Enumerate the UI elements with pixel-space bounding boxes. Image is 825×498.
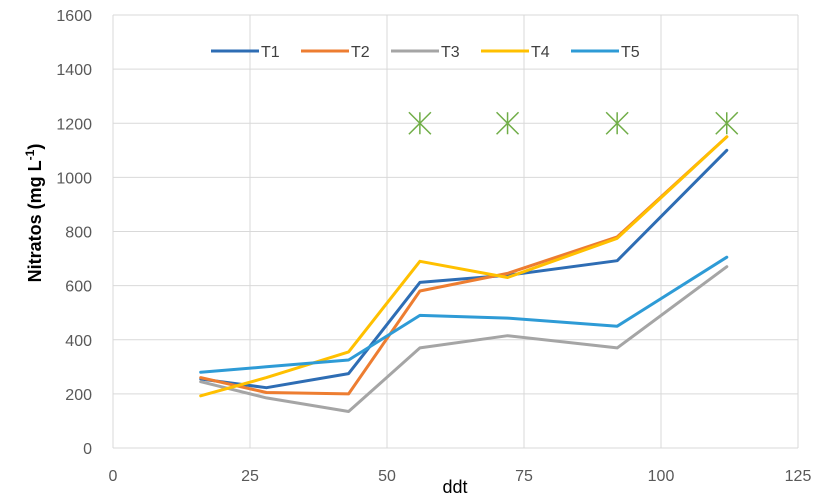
y-tick-label: 800 [65,225,92,242]
legend-entry: T3 [391,44,460,61]
y-tick-label: 1400 [56,62,92,79]
gridlines [112,14,799,449]
x-tick-label: 100 [648,468,675,485]
significance-marker [408,111,432,135]
series-lines [199,135,729,413]
y-axis-title: Nitratos (mg L-1) [23,144,45,283]
y-tick-label: 600 [65,279,92,296]
legend-label: T3 [441,44,460,61]
axis-labels: ddt Nitratos (mg L-1) [23,144,468,497]
y-axis-title-superscript: -1 [23,149,37,160]
y-tick-label: 1200 [56,116,92,133]
x-tick-label: 0 [109,468,118,485]
axes: 0 200 400 600 800 1000 1200 1400 1600 0 25 50 75 100 1… [56,8,811,485]
y-tick-label: 1000 [56,170,92,187]
y-tick-label: 1600 [56,8,92,25]
x-tick-label: 75 [515,468,533,485]
legend: T1 T2 T3 T4 T5 [211,44,640,61]
series-line-t3 [199,265,729,413]
y-axis-title-main: Nitratos (mg L [25,160,45,282]
x-axis-title: ddt [442,477,467,497]
legend-label: T1 [261,44,280,61]
series-line-t5 [199,255,729,374]
series-line-t2 [199,135,729,396]
x-tick-label: 25 [241,468,259,485]
legend-entry: T4 [481,44,550,61]
legend-entry: T5 [571,44,640,61]
legend-label: T5 [621,44,640,61]
y-tick-label: 200 [65,387,92,404]
legend-label: T4 [531,44,550,61]
x-tick-label: 125 [785,468,812,485]
legend-entry: T1 [211,44,280,61]
significance-marker [605,111,629,135]
series-line-t1 [199,148,729,390]
significance-markers [408,111,739,135]
series-line-t4 [199,135,729,398]
x-tick-label: 50 [378,468,396,485]
y-tick-label: 0 [83,441,92,458]
significance-marker [496,111,520,135]
legend-label: T2 [351,44,370,61]
y-tick-label: 400 [65,333,92,350]
significance-marker [715,111,739,135]
y-axis-title-close: ) [25,144,45,150]
legend-entry: T2 [301,44,370,61]
